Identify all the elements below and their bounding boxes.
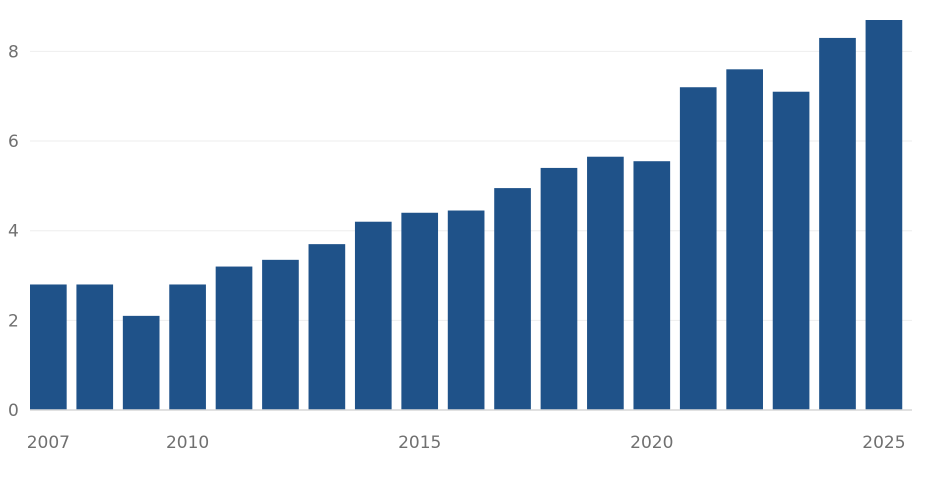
bar-2023 [772,91,810,410]
x-axis-ticks: 2007 2010 2015 2020 2025 [27,433,906,453]
bar-2018 [540,167,578,410]
bar-2015 [401,212,439,410]
bar-2009 [122,315,160,410]
x-tick-label: 2025 [862,433,905,453]
bars [30,20,903,411]
y-tick-label: 0 [8,401,19,421]
bar-2007 [30,284,67,410]
bar-2021 [679,87,717,411]
y-tick-label: 8 [8,42,19,62]
bar-2019 [587,156,624,410]
y-tick-label: 4 [8,222,19,242]
x-tick-label: 2007 [27,433,70,453]
bar-2011 [215,266,253,410]
bar-2024 [819,37,856,411]
bar-2010 [169,284,206,410]
x-tick-label: 2010 [166,433,209,453]
bar-2012 [262,259,299,410]
bar-2025 [865,20,903,410]
bar-2008 [76,284,114,410]
bar-2014 [354,221,392,410]
bar-2020 [633,161,671,410]
y-axis-ticks: 0 2 4 6 8 [8,42,19,421]
bar-2016 [447,210,485,410]
x-tick-label: 2020 [630,433,673,453]
x-tick-label: 2015 [398,433,441,453]
bar-2017 [494,188,531,410]
bar-2022 [726,69,763,410]
bar-2013 [308,244,346,410]
y-tick-label: 2 [8,311,19,331]
y-tick-label: 6 [8,132,19,152]
